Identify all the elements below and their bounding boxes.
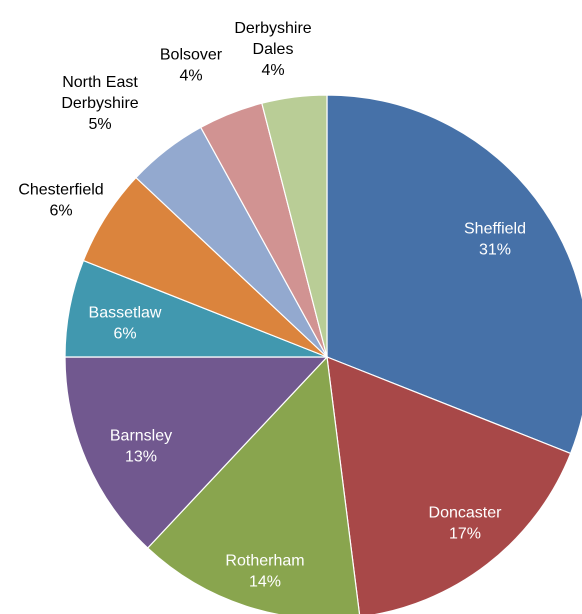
slice-value-label: 13%	[125, 449, 157, 466]
pie-slice-doncaster	[326, 356, 572, 614]
pie-slice-sheffield	[326, 94, 582, 455]
slice-name-label: Dales	[253, 41, 294, 58]
data-label-sheffield: Sheffield 31%	[464, 221, 526, 259]
slice-value-label: 6%	[113, 326, 136, 343]
slice-value-label: 14%	[249, 574, 281, 591]
pie-labels: Sheffield 31% Doncaster 17% Rotherham 14% Barn…	[18, 20, 526, 591]
slice-name-label: Bolsover	[160, 47, 223, 64]
data-label-doncaster: Doncaster 17%	[429, 505, 503, 543]
data-label-rotherham: Rotherham 14%	[225, 553, 304, 591]
pie-slice-rotherham	[146, 355, 361, 614]
data-label-bolsover: Bolsover 4%	[160, 47, 223, 85]
pie-slices	[64, 94, 582, 614]
data-label-chesterfield: Chesterfield 6%	[18, 182, 103, 220]
slice-name-label: Derbyshire	[234, 20, 311, 37]
slice-value-label: 17%	[449, 526, 481, 543]
slice-value-label: 31%	[479, 242, 511, 259]
slice-value-label: 6%	[49, 203, 72, 220]
slice-name-label: Barnsley	[110, 428, 172, 445]
slice-name-label: Derbyshire	[61, 95, 138, 112]
slice-name-label: North East	[62, 74, 138, 91]
data-label-bassetlaw: Bassetlaw 6%	[89, 305, 162, 343]
data-label-barnsley: Barnsley 13%	[110, 428, 172, 466]
slice-value-label: 5%	[88, 116, 111, 133]
slice-name-label: Sheffield	[464, 221, 526, 238]
slice-name-label: Rotherham	[225, 553, 304, 570]
pie-slice-barnsley	[64, 356, 329, 549]
slice-name-label: Chesterfield	[18, 182, 103, 199]
data-label-derbyshire-dales: Derbyshire Dales 4%	[234, 20, 311, 79]
slice-name-label: Doncaster	[429, 505, 503, 522]
pie-slice-derbyshire-dales	[261, 94, 328, 358]
slice-name-label: Bassetlaw	[89, 305, 162, 322]
data-label-north-east-derbyshire: North East Derbyshire 5%	[61, 74, 138, 133]
slice-value-label: 4%	[179, 68, 202, 85]
slice-value-label: 4%	[261, 62, 284, 79]
